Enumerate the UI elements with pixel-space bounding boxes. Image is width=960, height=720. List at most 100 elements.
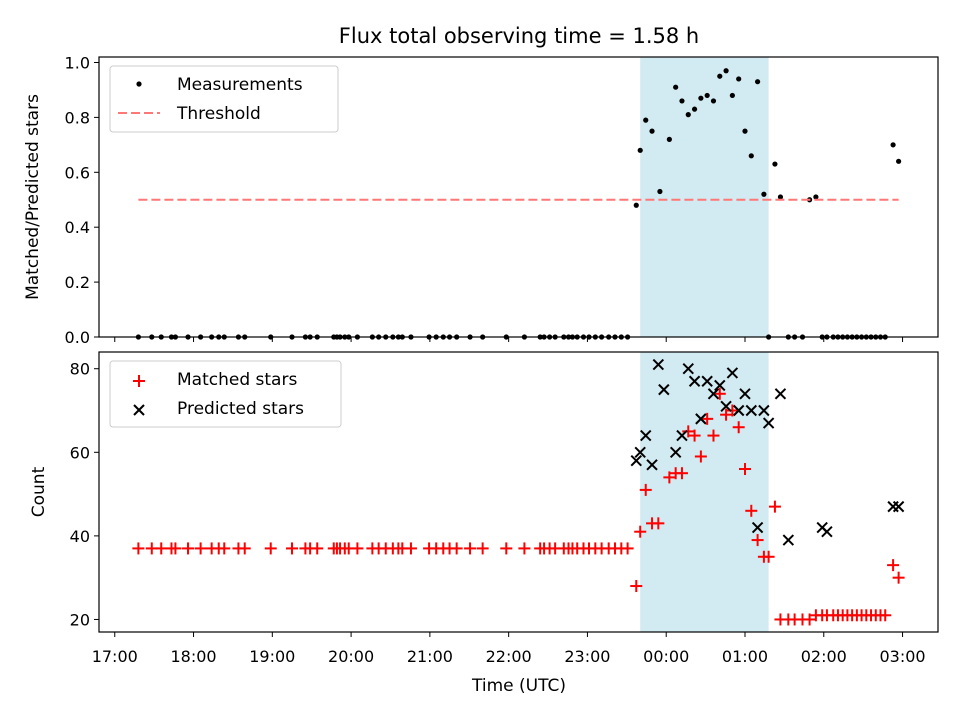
matched-star-point [264,542,277,555]
y-tick-label: 20 [70,610,90,629]
measurement-point [772,161,778,167]
matched-star-point [663,471,676,484]
measurement-point [736,76,742,82]
predicted-star-point [745,404,758,417]
legend-measurements-label: Measurements [177,75,303,95]
matched-star-point [879,609,892,622]
bottom-legend: Matched stars Predicted stars [109,360,342,428]
measurement-point [657,188,663,195]
measurement-point [673,84,679,90]
predicted-star-point [695,413,707,425]
bottom-x-axis-ticks: 17:00 18:00 19:00 20:00 21:00 22:00 23:00 00:00… [92,632,926,666]
x-tick-label: 01:00 [722,647,768,666]
measurement-point [633,202,639,208]
matched-star-point [464,542,477,555]
measurement-point [698,95,704,101]
top-highlight-span [640,57,769,337]
measurement-point [729,92,735,99]
matched-star-point [500,542,513,555]
x-tick-label: 22:00 [486,647,532,666]
predicted-star-point [701,375,713,387]
x-tick-label: 17:00 [92,647,138,666]
matched-star-point [713,387,726,400]
matched-star-point [892,571,905,584]
x-tick-label: 20:00 [328,647,374,666]
y-tick-label: 40 [70,527,90,546]
matched-star-point [404,542,417,555]
y-tick-label: 60 [70,443,90,462]
x-tick-label: 21:00 [407,647,453,666]
predicted-star-point [682,363,694,375]
y-tick-label: 0.4 [65,218,90,237]
predicted-star-point [658,383,670,396]
matched-star-point [238,542,251,555]
matched-star-point [762,550,775,563]
predicted-star-point [758,404,770,417]
matched-star-point [688,429,701,442]
matched-star-point [745,504,758,517]
predicted-star-point [720,400,732,413]
bottom-y-axis-label: Count [29,466,49,517]
matched-star-point [652,517,665,530]
x-tick-label: 02:00 [801,647,847,666]
matched-star-point [218,542,231,555]
predicted-star-point [676,429,688,442]
measurement-point [704,92,710,99]
bottom-panel: 20 40 60 80 17:00 18:00 19:00 20:00 21:00 22:00 2… [29,351,939,696]
matched-star-point [694,450,707,463]
matched-star-point [887,559,900,572]
matched-star-point [634,525,647,538]
measurement-point [666,136,672,142]
matched-star-point [738,463,751,476]
matched-star-point [726,404,739,417]
measurement-point [742,128,748,134]
predicted-star-point [688,375,701,387]
bottom-axes-frame [98,351,939,633]
matched-star-point [155,542,168,555]
matched-star-point [732,421,745,434]
y-tick-label: 0.8 [65,108,90,127]
legend-threshold-label: Threshold [176,104,261,124]
predicted-star-point [887,500,899,513]
matched-star-point [182,542,195,555]
measurement-point [890,142,896,148]
legend-matched-label: Matched stars [177,370,297,390]
matched-star-point [707,429,720,442]
measurement-point [754,79,761,85]
bottom-y-axis-ticks: 20 40 60 80 [70,360,99,629]
predicted-star-point [821,525,833,538]
predicted-star-point [726,367,739,379]
matched-star-point [768,500,781,513]
predicted-star-point [714,379,726,392]
predicted-star-point [892,500,905,513]
legend-predicted-marker [133,404,145,416]
top-y-axis-ticks: 0.0 0.2 0.4 0.6 0.8 1.0 [65,53,99,347]
x-tick-label: 23:00 [564,647,610,666]
matched-star-point [720,408,733,421]
matched-star-point [476,542,489,555]
top-y-axis-label: Matched/Predicted stars [23,94,43,300]
predicted-star-point [782,534,795,546]
legend-matched-marker [133,375,145,387]
predicted-star-point [751,521,764,534]
x-tick-label: 03:00 [879,647,925,666]
top-x-axis-ticks [114,337,904,342]
measurement-point [717,73,723,79]
matched-star-point [803,613,816,626]
measurement-point [691,106,698,112]
matched-star-point [751,534,764,547]
matched-star-point [630,580,643,593]
predicted-star-point [630,454,642,467]
matched-star-point [311,542,324,555]
measurement-point [723,68,729,74]
matched-star-point [621,542,634,555]
predicted-star-point [739,388,751,400]
y-tick-label: 0.6 [65,163,90,182]
matched-star-point [675,467,688,480]
measurement-point [685,112,691,118]
measurement-point [896,158,902,164]
matched-star-point [351,542,364,555]
measurement-point [777,194,784,200]
matched-star-point [286,542,299,555]
